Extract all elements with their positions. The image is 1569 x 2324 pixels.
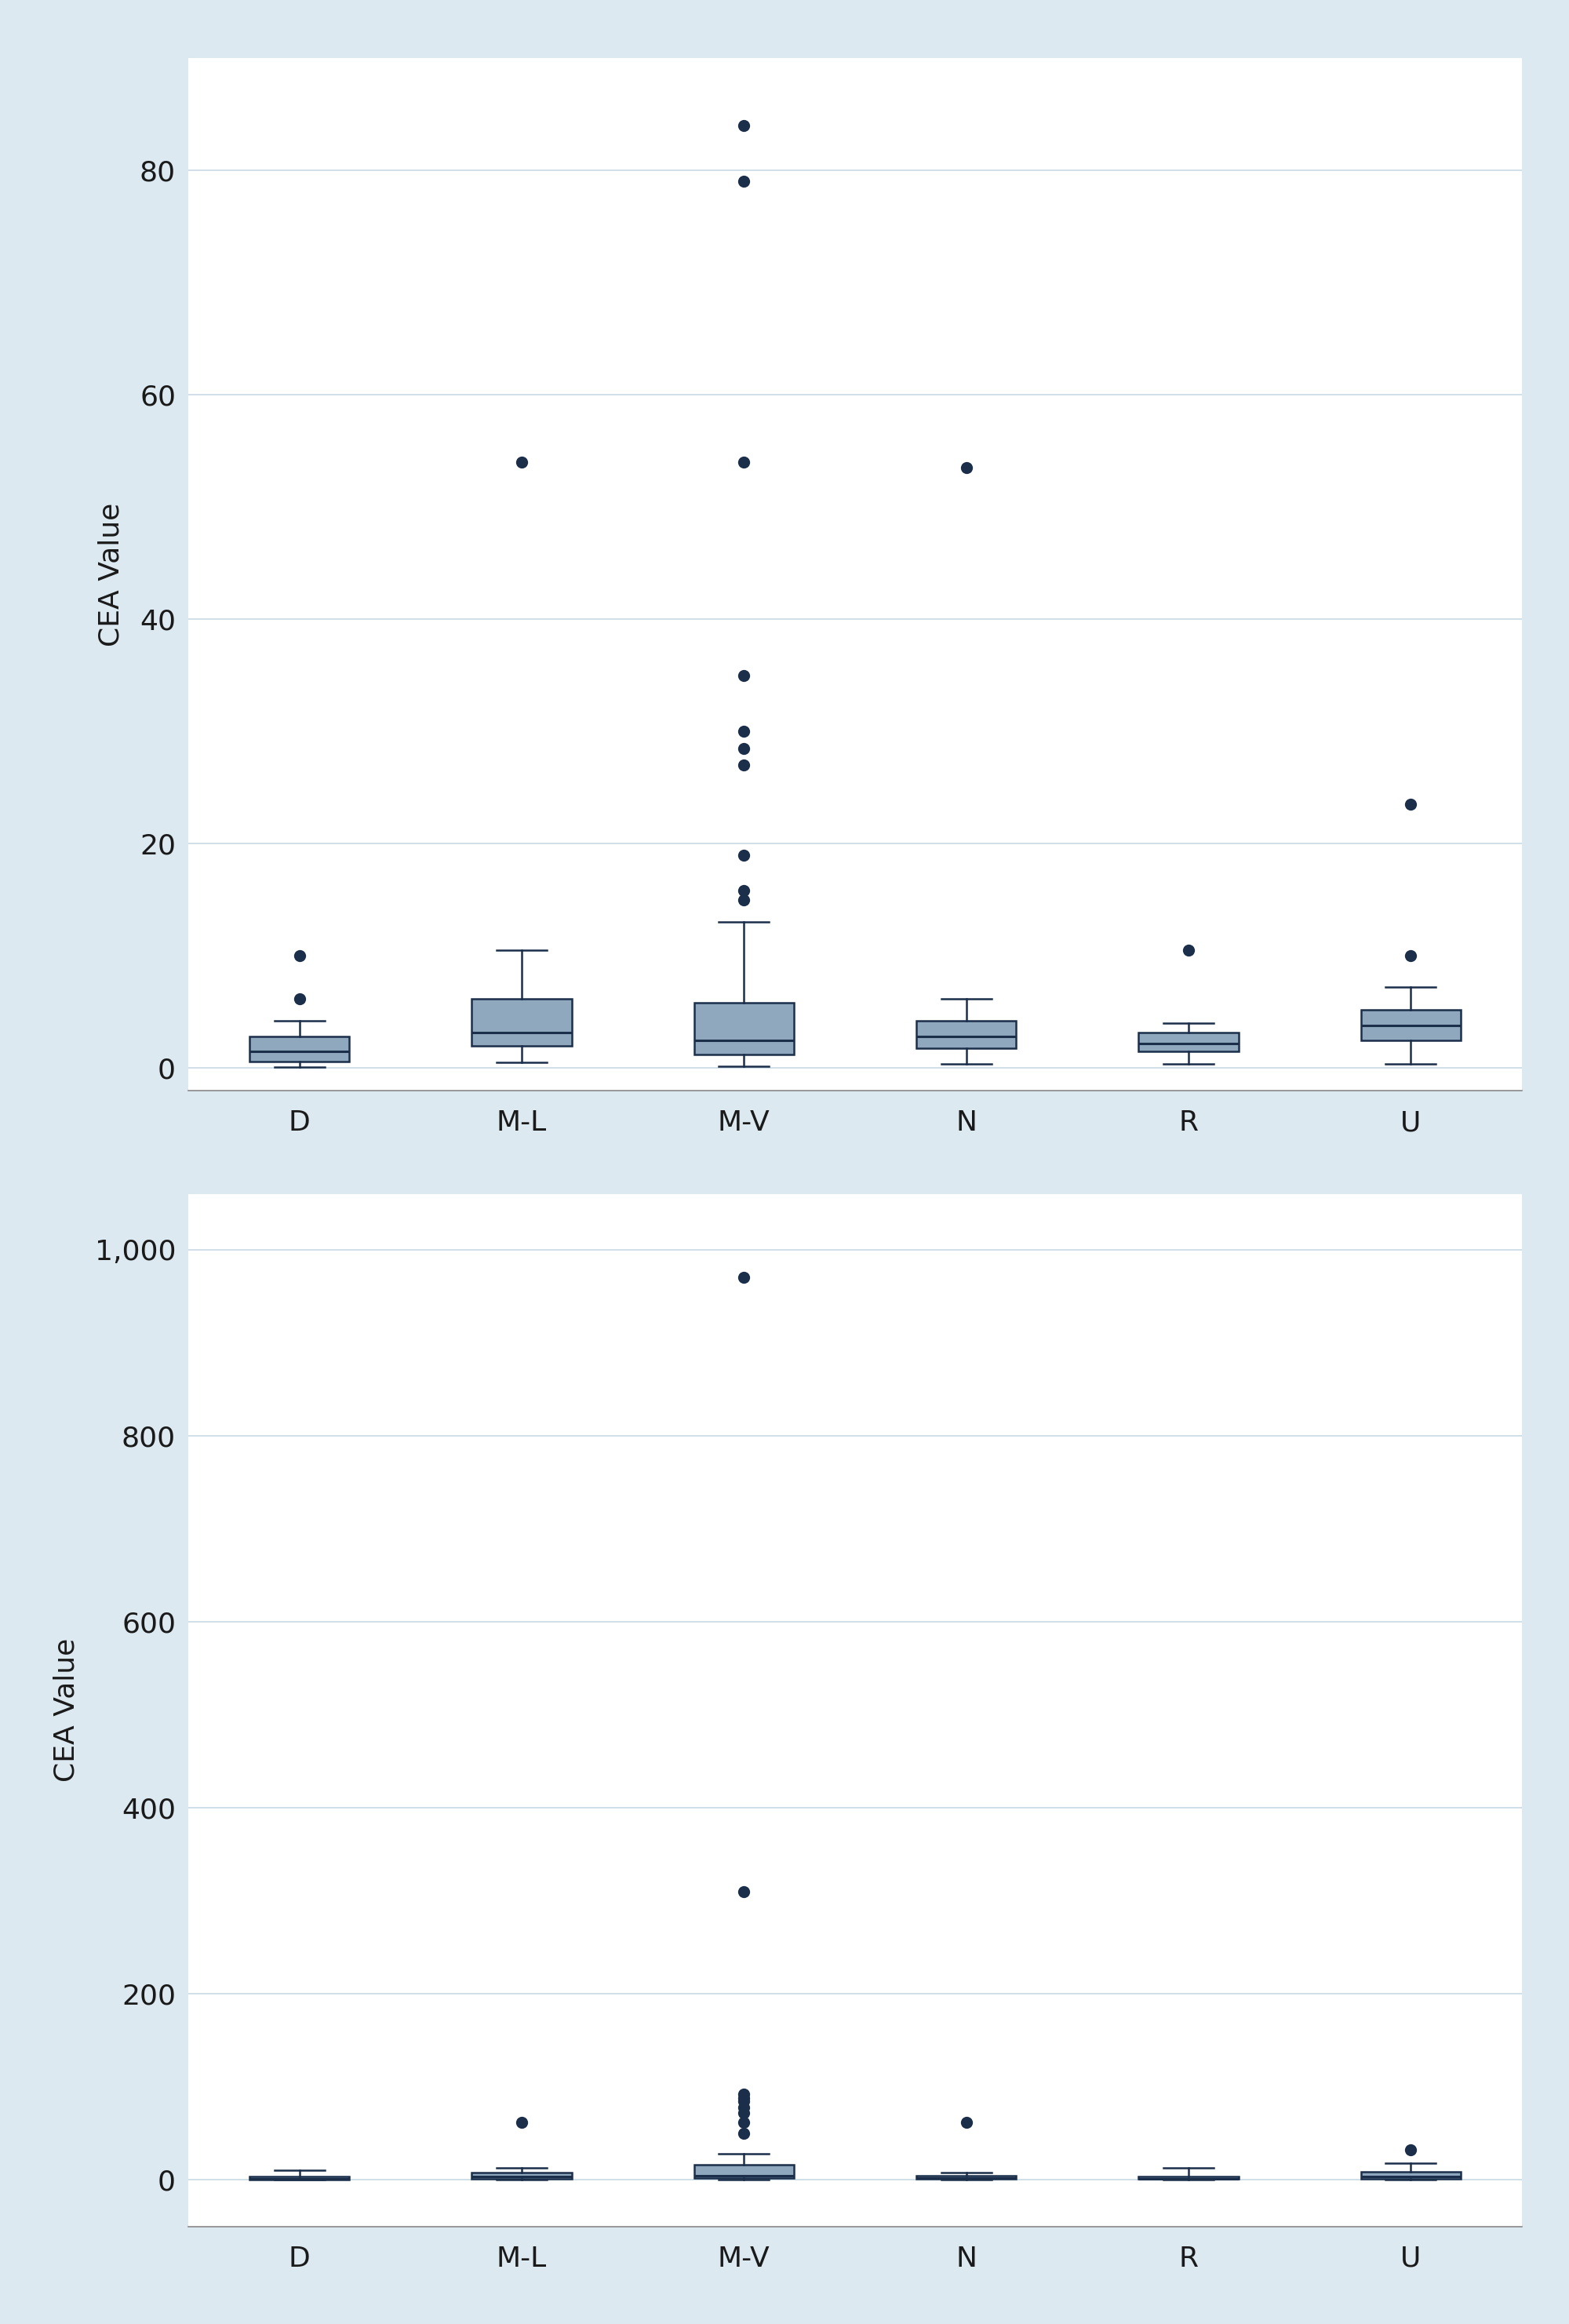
PathPatch shape	[249, 2178, 350, 2180]
PathPatch shape	[472, 2173, 571, 2178]
PathPatch shape	[1360, 2173, 1461, 2178]
PathPatch shape	[693, 2166, 794, 2178]
PathPatch shape	[1139, 2178, 1238, 2180]
PathPatch shape	[1139, 1032, 1238, 1050]
Y-axis label: CEA Value: CEA Value	[97, 502, 124, 646]
PathPatch shape	[916, 1020, 1017, 1048]
PathPatch shape	[693, 1004, 794, 1055]
PathPatch shape	[472, 999, 571, 1046]
PathPatch shape	[249, 1037, 350, 1062]
Y-axis label: CEA Value: CEA Value	[53, 1638, 80, 1783]
PathPatch shape	[916, 2175, 1017, 2180]
PathPatch shape	[1360, 1011, 1461, 1041]
